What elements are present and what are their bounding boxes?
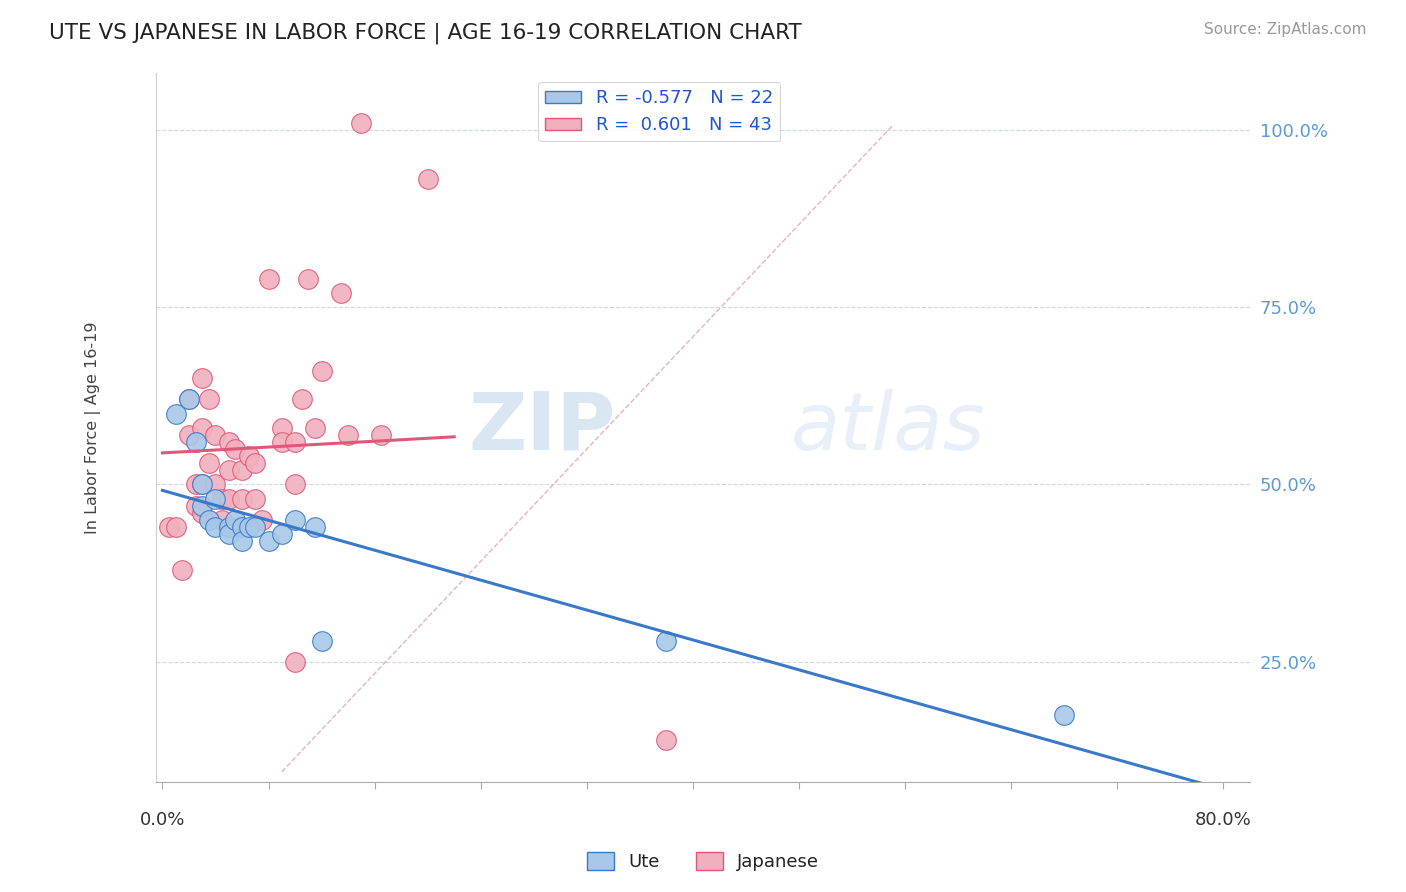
Point [184,434,207,449]
Point [416,172,439,186]
Point [191,506,214,520]
Point [177,392,200,407]
Point [250,513,273,527]
Point [284,513,307,527]
Point [270,434,292,449]
Point [231,491,253,506]
Point [218,434,240,449]
Point [337,427,360,442]
Point [231,534,253,549]
Point [297,271,319,285]
Point [165,407,187,421]
Point [224,513,246,527]
Point [284,655,307,669]
Point [204,427,226,442]
Point [165,520,187,534]
Point [270,527,292,541]
Point [184,499,207,513]
Point [655,732,678,747]
Point [231,520,253,534]
Point [218,520,240,534]
Point [370,427,392,442]
Point [191,499,214,513]
Point [191,421,214,435]
Point [177,392,200,407]
Point [172,563,194,577]
Text: atlas: atlas [790,389,986,467]
Text: UTE VS JAPANESE IN LABOR FORCE | AGE 16-19 CORRELATION CHART: UTE VS JAPANESE IN LABOR FORCE | AGE 16-… [49,22,801,44]
Point [270,421,292,435]
Point [211,513,233,527]
Text: ZIP: ZIP [468,389,616,467]
Point [304,520,326,534]
Point [184,477,207,491]
Legend: R = -0.577   N = 22, R =  0.601   N = 43: R = -0.577 N = 22, R = 0.601 N = 43 [538,82,780,142]
Point [198,456,221,470]
Point [238,520,260,534]
Point [245,491,267,506]
Point [311,364,333,378]
Point [655,633,678,648]
Point [211,491,233,506]
Text: In Labor Force | Age 16-19: In Labor Force | Age 16-19 [86,321,101,534]
Point [257,271,280,285]
Text: 0.0%: 0.0% [139,811,186,829]
Point [238,449,260,463]
Point [198,513,221,527]
Point [204,520,226,534]
Text: Source: ZipAtlas.com: Source: ZipAtlas.com [1204,22,1367,37]
Point [257,534,280,549]
Point [218,463,240,477]
Point [157,520,180,534]
Point [191,477,214,491]
Point [245,520,267,534]
Point [350,115,373,129]
Point [330,285,353,300]
Point [231,463,253,477]
Legend: Ute, Japanese: Ute, Japanese [579,845,827,879]
Text: 80.0%: 80.0% [1195,811,1251,829]
Point [218,491,240,506]
Point [311,633,333,648]
Point [245,456,267,470]
Point [191,477,214,491]
Point [291,392,314,407]
Point [177,427,200,442]
Point [198,392,221,407]
Point [284,477,307,491]
Point [284,434,307,449]
Point [1053,708,1076,723]
Point [204,491,226,506]
Point [218,527,240,541]
Point [224,442,246,456]
Point [304,421,326,435]
Point [204,477,226,491]
Point [191,371,214,385]
